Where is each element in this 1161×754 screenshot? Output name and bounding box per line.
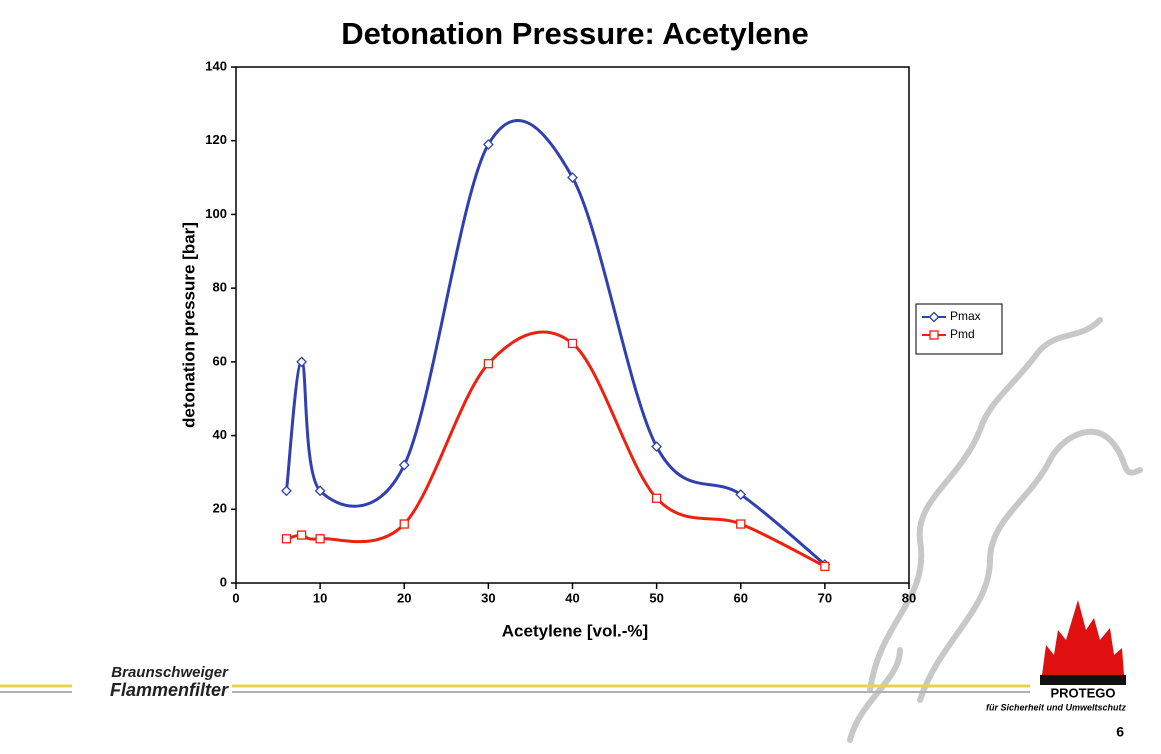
slogan: für Sicherheit und Umweltschutz [986,702,1127,712]
marker [736,519,746,529]
x-tick-label: 0 [232,590,239,605]
x-tick-label: 60 [734,590,748,605]
marker [567,338,578,349]
legend-label: Pmax [950,309,981,323]
x-tick-label: 20 [397,590,411,605]
legend-box [915,303,1003,355]
footer: Braunschweiger Flammenfilter PROTEGO für… [0,600,1126,740]
x-tick-label: 50 [649,590,663,605]
x-tick-label: 80 [902,590,916,605]
chart-title: Detonation Pressure: Acetylene [341,16,808,51]
legend-marker [928,311,940,323]
y-tick-label: 40 [213,427,227,442]
marker [315,534,325,544]
legend-marker [929,330,939,340]
logo-text: PROTEGO [1050,685,1115,700]
x-axis-label: Acetylene [vol.-%] [502,621,648,640]
y-tick-label: 100 [205,206,227,221]
marker [651,441,663,453]
marker [398,459,410,471]
marker [567,172,578,183]
marker [483,359,494,369]
marker [314,485,326,497]
logo-bar [1040,675,1126,685]
company-name: Flammenfilter [110,680,229,700]
y-axis-label: detonation pressure [bar] [179,222,198,428]
x-tick-label: 10 [313,590,327,605]
logo-flame [1042,600,1124,675]
y-tick-label: 20 [213,501,227,516]
y-tick-label: 140 [205,58,227,73]
y-tick-label: 60 [213,353,227,368]
x-tick-label: 30 [481,590,495,605]
marker [296,530,307,540]
page-number: 6 [1116,724,1124,740]
flame-stroke [867,317,1103,693]
marker [399,519,409,529]
company-name: Braunschweiger [111,664,229,681]
marker [651,493,662,503]
flame-stroke [917,428,1143,703]
marker [281,485,292,497]
marker [820,561,830,572]
footer-mask [72,664,232,700]
series-line [286,330,826,568]
y-tick-label: 80 [213,280,227,295]
series-line [284,119,826,566]
y-tick-label: 120 [205,132,227,147]
plot-frame [235,66,910,584]
marker [296,356,308,368]
legend-label: Pmd [950,327,975,341]
x-tick-label: 40 [565,590,579,605]
marker [281,534,292,544]
marker [735,489,747,500]
x-tick-label: 70 [818,590,832,605]
marker [482,138,494,150]
y-tick-label: 0 [220,574,227,589]
